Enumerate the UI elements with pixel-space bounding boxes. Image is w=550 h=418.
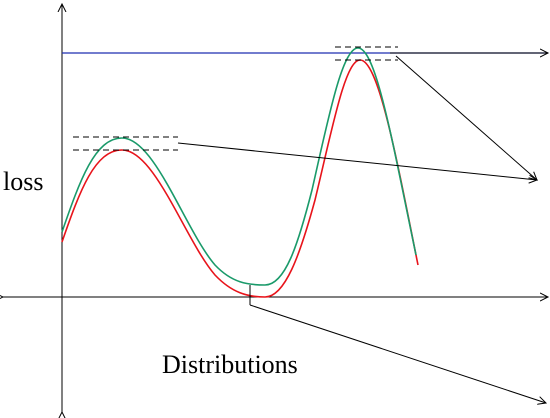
red-loss-curve (61, 59, 419, 298)
y-axis-label: loss (3, 167, 43, 196)
arrow-from-peak2 (395, 55, 537, 180)
arrow-from-peak1 (177, 142, 537, 180)
x-axis-label: Distributions (162, 350, 298, 379)
green-loss-curve (61, 47, 417, 286)
arrow-from-minimum (249, 304, 546, 403)
